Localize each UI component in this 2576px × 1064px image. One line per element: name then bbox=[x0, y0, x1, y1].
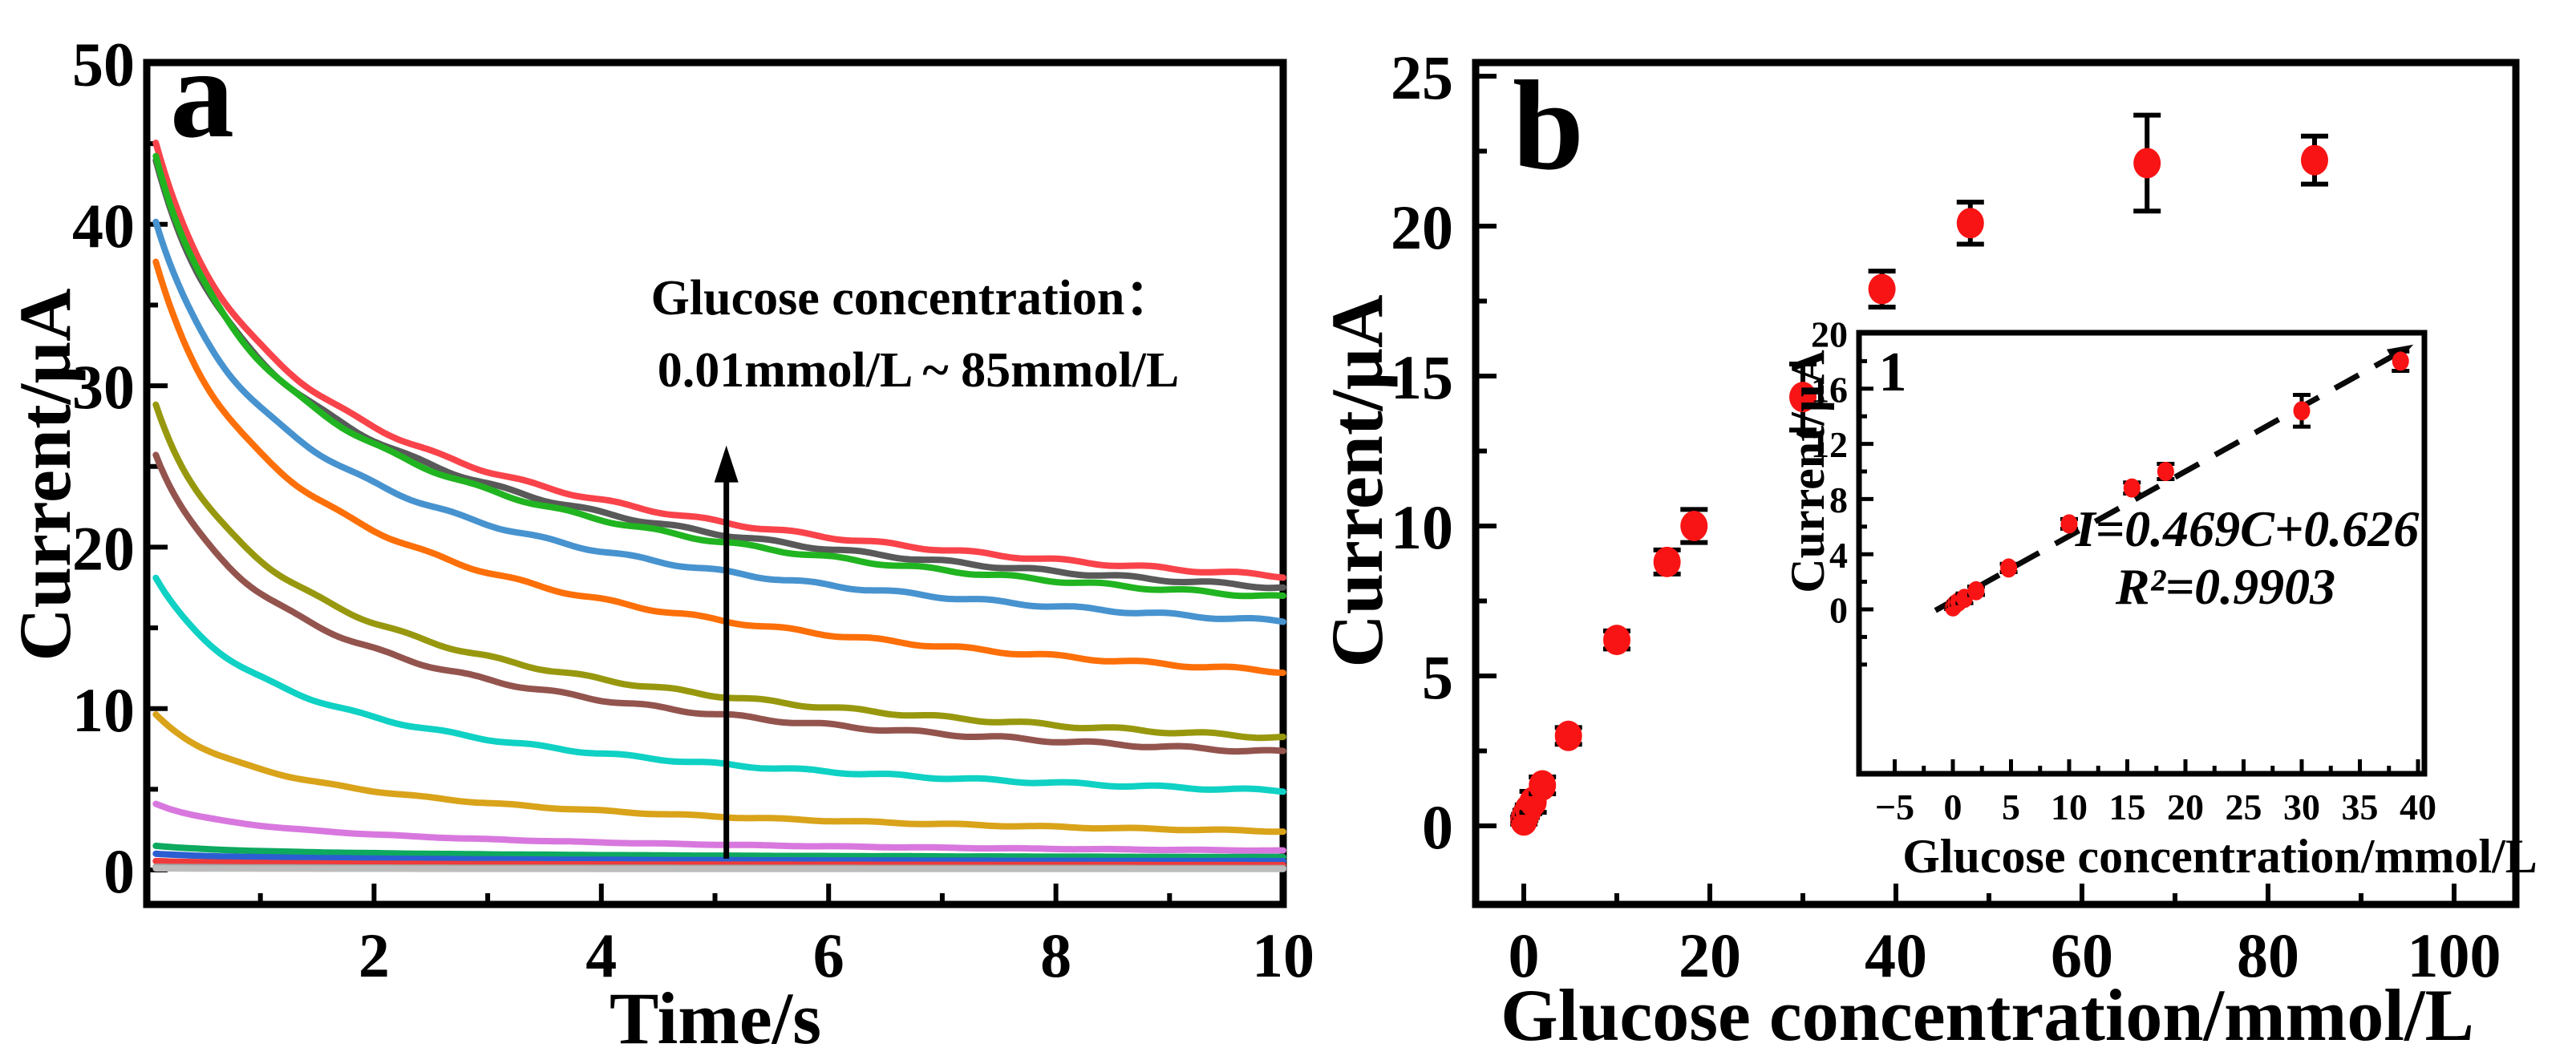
curve-67-mmol-L bbox=[152, 157, 1286, 592]
data-point bbox=[1603, 625, 1630, 656]
panel-b-axes-y-tick-label: 0 bbox=[1422, 792, 1453, 862]
panel-a-axes-y-tick-label: 50 bbox=[72, 30, 135, 99]
panel-a-axes-y-tick-label: 20 bbox=[72, 513, 135, 583]
data-point bbox=[1554, 720, 1582, 751]
inset-axes-y-tick-label: 8 bbox=[1829, 479, 1848, 520]
inset-axes-x-tick-label: 0 bbox=[1944, 787, 1962, 827]
curve-4.8-mmol-L bbox=[152, 711, 1286, 835]
panel-a-axes-y-tick-label: 10 bbox=[72, 675, 135, 745]
data-point bbox=[1967, 581, 1985, 601]
inset-fit-r2: R²=0.9903 bbox=[2115, 558, 2336, 615]
data-point bbox=[2000, 558, 2018, 578]
inset-axes-x-tick-label: 20 bbox=[2167, 787, 2204, 827]
inset-axes-y-tick-label: 0 bbox=[1829, 590, 1848, 631]
curve-15.4-mmol-L bbox=[152, 451, 1286, 755]
data-point bbox=[1653, 546, 1681, 577]
inset-axes-y-tick-label: 20 bbox=[1811, 314, 1848, 355]
inset-axes-x-tick-label: 25 bbox=[2226, 787, 2262, 827]
inset-x-axis-title: Glucose concentration/mmol/L bbox=[1902, 830, 2538, 883]
panel-a-x-axis-title: Time/s bbox=[609, 977, 822, 1059]
panel-b-axes-y-tick-label: 20 bbox=[1391, 192, 1453, 262]
data-point bbox=[2123, 478, 2141, 498]
inset-axes-y-tick-label: 12 bbox=[1811, 424, 1848, 465]
curve-18.3-mmol-L bbox=[152, 401, 1286, 742]
panel-a-curves bbox=[152, 140, 1286, 872]
data-point bbox=[2301, 144, 2328, 176]
data-point bbox=[1868, 273, 1896, 305]
panel-a-axes-x-tick-label: 6 bbox=[813, 920, 844, 990]
panel-b-axes-y-tick-label: 5 bbox=[1422, 642, 1453, 712]
panel-a-axes-x-tick-label: 2 bbox=[358, 920, 390, 990]
panel-b-x-axis-title: Glucose concentration/mmol/L bbox=[1501, 974, 2474, 1056]
data-point bbox=[2157, 462, 2174, 481]
panel-b-axes-y-tick-label: 10 bbox=[1391, 492, 1453, 562]
inset-axes-y-tick-label: 4 bbox=[1829, 535, 1848, 576]
curve-1-mmol-L bbox=[152, 842, 1286, 860]
data-point bbox=[1529, 770, 1557, 801]
panel-a-annotation-line2: 0.01mmol/L ~ 85mmol/L bbox=[657, 343, 1180, 398]
panel-b-y-axis-title: Current/µA bbox=[1316, 294, 1398, 668]
inset-axes-x-tick-label: 15 bbox=[2109, 787, 2146, 827]
data-point bbox=[1956, 208, 1984, 239]
panel-b-axes-x-tick-label: 100 bbox=[2408, 920, 2501, 990]
panel-a-axes-y-tick-label: 30 bbox=[72, 352, 135, 422]
data-point bbox=[2392, 351, 2409, 371]
inset-axes-x-tick-label: 35 bbox=[2342, 787, 2379, 827]
curve-0.5-mmol-L bbox=[152, 850, 1286, 864]
panel-a-axes-x-tick-label: 10 bbox=[1252, 920, 1314, 990]
panel-b-letter: b bbox=[1513, 54, 1584, 196]
panel-a-letter: a bbox=[170, 22, 234, 164]
annotation-arrow bbox=[714, 445, 739, 859]
panel-b-axes-x-tick-label: 40 bbox=[1865, 920, 1927, 990]
panel-b-axes-y-tick-label: 15 bbox=[1391, 342, 1453, 412]
data-point bbox=[1680, 511, 1708, 541]
inset-fit-equation: I=0.469C+0.626 bbox=[2075, 500, 2420, 557]
inset-axes-x-tick-label: 5 bbox=[2002, 787, 2020, 827]
panel-a-frame bbox=[143, 59, 1287, 908]
curve-38.5-mmol-L bbox=[152, 218, 1286, 625]
panel-b-axes-y-tick-label: 25 bbox=[1391, 42, 1453, 112]
panel-b-frame bbox=[1472, 59, 2520, 908]
curve-30-mmol-L bbox=[152, 258, 1286, 677]
panel-b-axes-x-tick-label: 60 bbox=[2051, 920, 2113, 990]
data-point bbox=[2293, 401, 2311, 421]
curve-48-mmol-L bbox=[152, 152, 1286, 600]
curve-10-mmol-L bbox=[152, 574, 1286, 795]
panel-a-axes: 2 4 6 8 10 0 10 20 30 40 50 bbox=[72, 30, 1314, 990]
panel-b-points bbox=[1510, 112, 2328, 836]
inset-corner-label: 1 bbox=[1878, 342, 1907, 403]
panel-b-axes-x-tick-label: 80 bbox=[2237, 920, 2299, 990]
data-point bbox=[2133, 148, 2161, 179]
inset-axes-x-tick-label: 10 bbox=[2051, 787, 2088, 827]
panel-a-axes-x-tick-label: 8 bbox=[1040, 920, 1071, 990]
inset-axes-x-tick-label: 30 bbox=[2283, 787, 2320, 827]
panel-b-axes-x-tick-label: 20 bbox=[1679, 920, 1741, 990]
panel-a-annotation-line1: Glucose concentration： bbox=[650, 271, 1175, 326]
curve-0.01-mmol-L bbox=[152, 865, 1286, 872]
inset-axes-x-tick-label: −5 bbox=[1875, 787, 1914, 827]
inset-axes-x-tick-label: 40 bbox=[2400, 787, 2436, 827]
panel-a-axes-x-tick-label: 4 bbox=[585, 920, 617, 990]
data-point bbox=[1789, 382, 1817, 413]
inset-points bbox=[1944, 349, 2410, 617]
panel-a-y-axis-title: Current/µA bbox=[4, 288, 86, 661]
curve-85-mmol-L bbox=[152, 140, 1286, 581]
curve-2-mmol-L bbox=[152, 800, 1286, 854]
panel-a-axes-y-tick-label: 0 bbox=[103, 836, 135, 906]
panel-a-axes-y-tick-label: 40 bbox=[72, 191, 135, 261]
data-point bbox=[2060, 514, 2078, 534]
inset-y-axis-title: Current/µA bbox=[1781, 350, 1834, 593]
panel-b-axes-x-tick-label: 0 bbox=[1509, 920, 1540, 990]
inset-axes-y-tick-label: 16 bbox=[1811, 369, 1848, 410]
